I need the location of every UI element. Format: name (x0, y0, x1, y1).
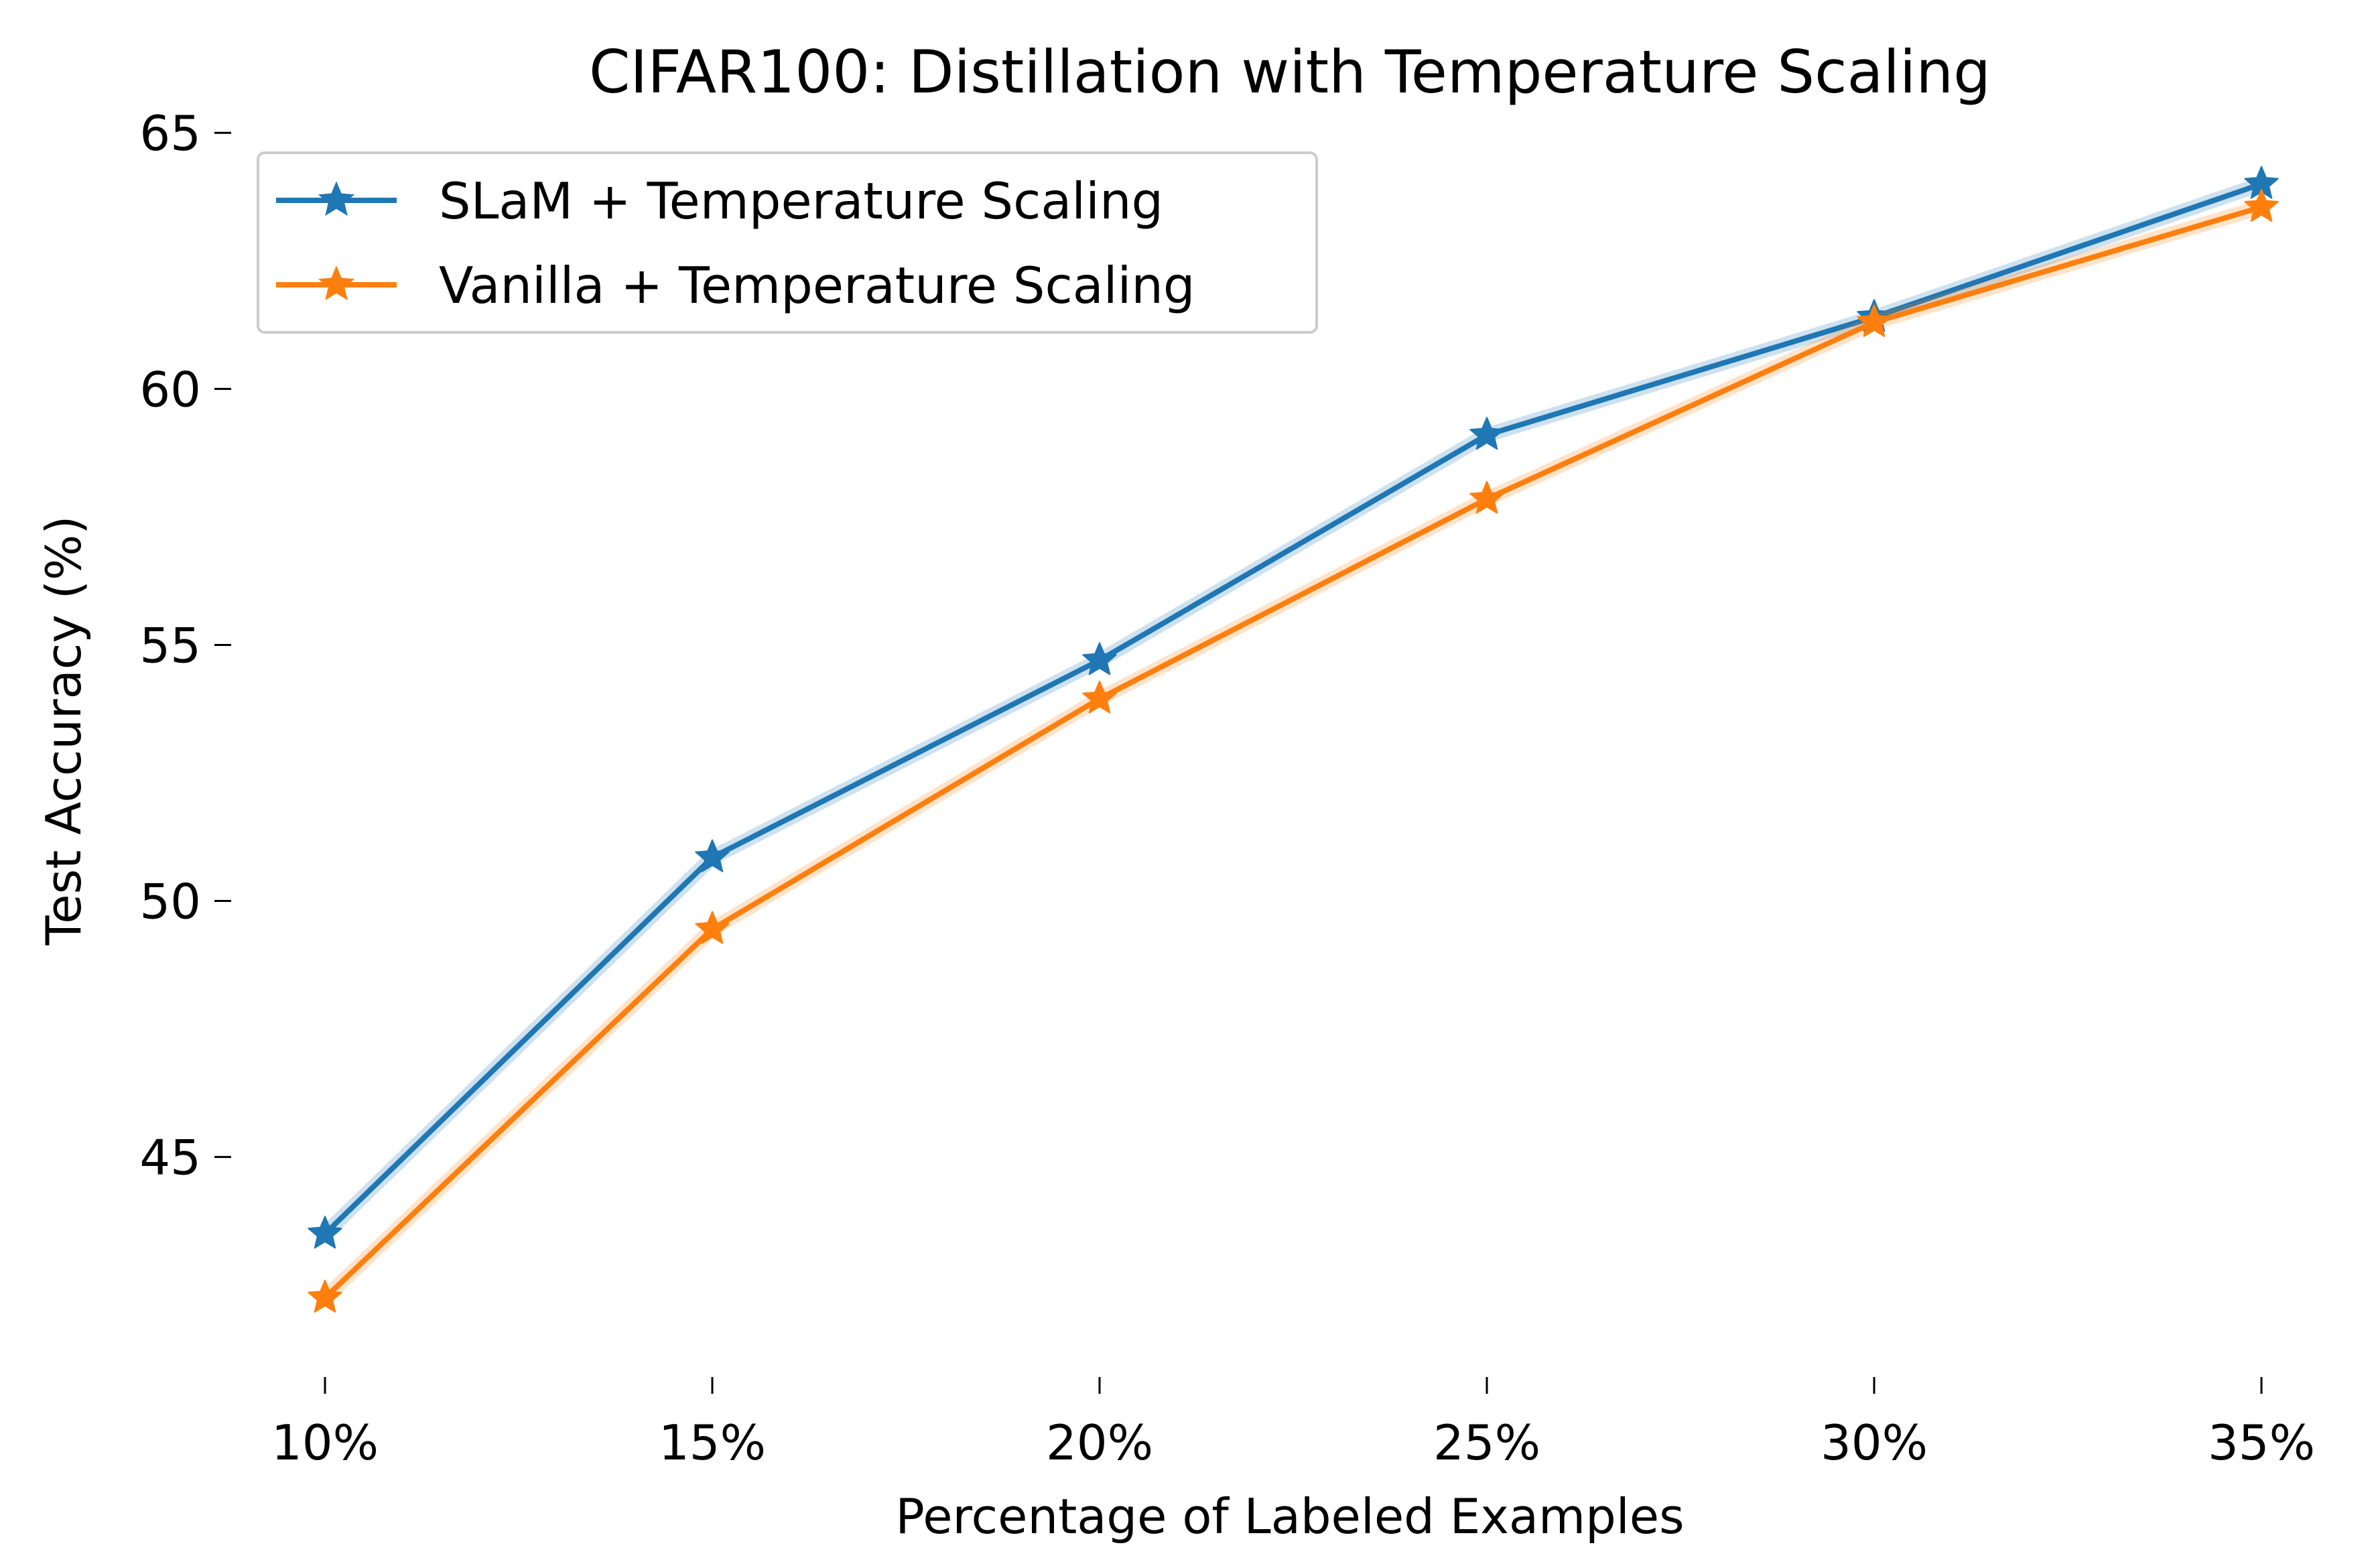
y-tick-label: 60 (139, 361, 201, 417)
data-point-marker (308, 1216, 342, 1249)
x-tick-label: 20% (1046, 1415, 1153, 1471)
y-axis-ticks: 45 50 55 60 65 (139, 105, 231, 1186)
series-layer (308, 166, 2279, 1313)
data-point-marker (1082, 680, 1117, 714)
data-point-marker (308, 1279, 342, 1313)
x-axis-label: Percentage of Labeled Examples (895, 1488, 1684, 1545)
data-point-marker (2244, 189, 2279, 222)
data-point-marker (1857, 304, 1892, 337)
legend-box (257, 151, 1318, 334)
data-point-marker (1469, 417, 1504, 450)
series-line (322, 181, 2264, 1237)
series-line (322, 204, 2264, 1301)
x-tick-label: 15% (659, 1415, 766, 1471)
data-point-marker (695, 911, 730, 944)
x-tick-label: 30% (1821, 1415, 1928, 1471)
x-tick-label: 10% (271, 1415, 379, 1471)
y-axis-label: Test Accuracy (%) (36, 516, 92, 946)
series-2 (308, 189, 2279, 1313)
legend-label: SLaM + Temperature Scaling (439, 172, 1163, 231)
x-axis-ticks: 10% 15% 20% 25% 30% 35% (271, 1377, 2315, 1471)
data-point-marker (1469, 480, 1504, 514)
series-band (318, 200, 2269, 1305)
x-tick-label: 25% (1433, 1415, 1540, 1471)
legend: SLaM + Temperature Scaling Vanilla + Temp… (257, 151, 1318, 334)
legend-swatch-marker (318, 265, 355, 301)
series-1 (308, 166, 2279, 1249)
x-tick-label: 35% (2208, 1415, 2315, 1471)
y-tick-label: 45 (139, 1130, 201, 1186)
chart-title: CIFAR100: Distillation with Temperature … (589, 38, 1991, 107)
data-point-marker (1082, 642, 1117, 675)
legend-swatch-marker (318, 181, 355, 216)
y-tick-label: 50 (139, 874, 201, 930)
legend-label: Vanilla + Temperature Scaling (439, 256, 1195, 315)
series-band (318, 176, 2269, 1242)
y-tick-label: 55 (139, 617, 201, 673)
y-tick-label: 65 (139, 105, 201, 161)
data-point-marker (695, 839, 730, 872)
